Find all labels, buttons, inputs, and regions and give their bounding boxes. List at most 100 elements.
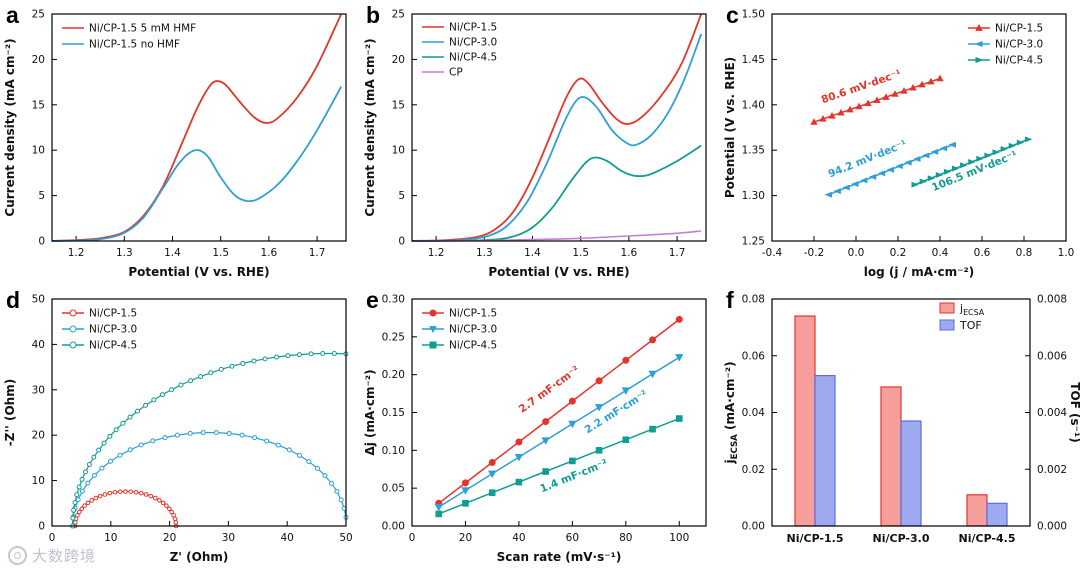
- svg-text:Ni/CP-1.5: Ni/CP-1.5: [787, 532, 844, 545]
- svg-text:-0.4: -0.4: [762, 247, 783, 259]
- svg-text:40: 40: [32, 339, 45, 351]
- svg-text:1.7: 1.7: [669, 247, 686, 259]
- series: [434, 354, 684, 512]
- svg-text:1.4: 1.4: [524, 247, 541, 259]
- tick-labels: -0.4 -0.2 0.0 0.2 0.4 0.6 0.8 1.0 1.25 1.30 1.35 1.…: [742, 9, 1075, 260]
- panel-label-f: f: [726, 287, 734, 313]
- svg-text:0.00: 0.00: [742, 521, 765, 533]
- svg-text:0.10: 0.10: [382, 445, 405, 457]
- svg-text:15: 15: [392, 99, 405, 111]
- svg-text:Ni/CP-4.5: Ni/CP-4.5: [995, 55, 1043, 67]
- svg-text:2.2 mF·cm⁻²: 2.2 mF·cm⁻²: [583, 388, 650, 436]
- series: [435, 415, 683, 518]
- svg-text:jECSA​: jECSA​: [959, 302, 985, 317]
- svg-text:0: 0: [38, 521, 45, 533]
- series: [824, 141, 956, 198]
- svg-text:Ni/CP-1.5: Ni/CP-1.5: [449, 308, 497, 320]
- bar: [966, 494, 988, 527]
- panel-label-d: d: [6, 287, 21, 313]
- svg-text:TOF: TOF: [959, 319, 982, 332]
- svg-text:94.2 mV·dec⁻¹: 94.2 mV·dec⁻¹: [826, 138, 908, 181]
- svg-text:-Z'' (Ohm): -Z'' (Ohm): [3, 379, 17, 446]
- svg-text:25: 25: [32, 9, 45, 21]
- svg-text:1.3: 1.3: [476, 247, 493, 259]
- series: [72, 489, 179, 529]
- tick-labels: 0.00 0.02 0.04 0.06 0.08 0.000 0.002 0.004 0.006…: [742, 294, 1068, 546]
- svg-text:1.5: 1.5: [212, 247, 229, 259]
- svg-text:0.06: 0.06: [742, 350, 766, 362]
- svg-text:1.30: 1.30: [742, 190, 765, 202]
- chart-f-jecsa-tof-bars: 0.00 0.02 0.04 0.06 0.08 0.000 0.002 0.004 0.006…: [723, 294, 1080, 546]
- svg-text:80: 80: [619, 532, 632, 544]
- svg-text:0: 0: [49, 532, 56, 544]
- panel-d: d 0 10 20 30 40 50 0 10 20 30 40 50 Ni/CP-1.5 Ni/CP-3…: [0, 285, 360, 570]
- svg-text:1.5: 1.5: [572, 247, 589, 259]
- panel-b: b 1.2 1.3 1.4 1.5 1.6 1.7 0 5 10 15 20 25 Ni/CP-1.5 N…: [360, 0, 720, 285]
- svg-text:10: 10: [32, 145, 45, 157]
- svg-text:0.4: 0.4: [932, 247, 949, 259]
- panel-label-e: e: [366, 287, 379, 313]
- svg-text:0.000: 0.000: [1037, 521, 1067, 533]
- chart-a-lsv-hmf: 1.2 1.3 1.4 1.5 1.6 1.7 0 5 10 15 20 25 Ni/CP-1.5 5 …: [3, 9, 347, 279]
- bar: [880, 386, 902, 527]
- svg-text:Ni/CP-3.0: Ni/CP-3.0: [449, 37, 497, 49]
- svg-text:15: 15: [32, 99, 45, 111]
- svg-text:0.20: 0.20: [382, 369, 405, 381]
- svg-text:80.6 mV·dec⁻¹: 80.6 mV·dec⁻¹: [820, 68, 903, 107]
- svg-text:10: 10: [392, 145, 405, 157]
- legend: Ni/CP-1.5 Ni/CP-3.0 Ni/CP-4.5: [422, 308, 497, 352]
- svg-text:0.2: 0.2: [890, 247, 907, 259]
- tick-labels: 0 10 20 30 40 50 0 10 20 30 40 50: [32, 294, 353, 545]
- legend: Ni/CP-1.5 5 mM HMF Ni/CP-1.5 no HMF: [62, 23, 196, 51]
- svg-text:1.40: 1.40: [742, 99, 765, 111]
- svg-text:1.35: 1.35: [742, 145, 765, 157]
- svg-text:40: 40: [512, 532, 525, 544]
- svg-text:30: 30: [32, 384, 45, 396]
- svg-text:Ni/CP-1.5 5 mM HMF: Ni/CP-1.5 5 mM HMF: [89, 23, 196, 35]
- legend: Ni/CP-1.5 Ni/CP-3.0 Ni/CP-4.5: [968, 23, 1043, 67]
- panel-label-b: b: [366, 2, 381, 28]
- svg-text:0.02: 0.02: [742, 464, 765, 476]
- svg-text:jECSA​ (mA·cm⁻²): jECSA​ (mA·cm⁻²): [723, 361, 740, 464]
- svg-text:0.6: 0.6: [974, 247, 991, 259]
- svg-text:CP: CP: [449, 67, 463, 79]
- svg-text:Current density (mA cm⁻²): Current density (mA cm⁻²): [363, 38, 377, 216]
- series: [810, 74, 944, 125]
- svg-text:0.00: 0.00: [382, 521, 405, 533]
- panel-e: e 0 20 40 60 80 100 0.00 0.05 0.10 0.15 0.20 0.25 0.…: [360, 285, 720, 570]
- svg-text:0: 0: [409, 532, 416, 544]
- series: [911, 136, 1033, 188]
- svg-text:1.0: 1.0: [1058, 247, 1075, 259]
- svg-text:Ni/CP-3.0: Ni/CP-3.0: [449, 324, 497, 336]
- watermark: 大数跨境: [8, 545, 96, 566]
- svg-text:Δj (mA·cm⁻²): Δj (mA·cm⁻²): [363, 369, 377, 455]
- panel-f: f 0.00 0.02 0.04 0.06 0.08 0.000 0.002 0.004 0.0…: [720, 285, 1080, 570]
- svg-text:Ni/CP-4.5: Ni/CP-4.5: [449, 52, 497, 64]
- legend: jECSA​ TOF: [939, 302, 985, 332]
- panel-a: a 1.2 1.3 1.4 1.5 1.6 1.7 0 5 10 15 20 25 Ni/CP-1.5 …: [0, 0, 360, 285]
- svg-text:Ni/CP-4.5: Ni/CP-4.5: [449, 340, 497, 352]
- panel-label-a: a: [6, 2, 19, 28]
- bar: [986, 502, 1008, 527]
- svg-text:Ni/CP-1.5: Ni/CP-1.5: [995, 23, 1043, 35]
- svg-text:50: 50: [32, 294, 45, 306]
- svg-text:Scan rate (mV·s⁻¹): Scan rate (mV·s⁻¹): [497, 550, 622, 564]
- svg-text:25: 25: [392, 9, 405, 21]
- svg-text:0.08: 0.08: [742, 294, 765, 306]
- svg-text:20: 20: [392, 54, 405, 66]
- svg-text:0: 0: [38, 236, 45, 248]
- svg-text:log (j / mA·cm⁻²): log (j / mA·cm⁻²): [864, 265, 975, 279]
- tick-labels: 1.2 1.3 1.4 1.5 1.6 1.7 0 5 10 15 20 25: [32, 9, 326, 260]
- svg-text:1.6: 1.6: [621, 247, 638, 259]
- svg-text:0.0: 0.0: [848, 247, 865, 259]
- svg-text:Ni/CP-3.0: Ni/CP-3.0: [995, 39, 1043, 51]
- chart-e-cdl: 0 20 40 60 80 100 0.00 0.05 0.10 0.15 0.20 0.25 0.30…: [363, 294, 707, 564]
- chart-d-nyquist: 0 10 20 30 40 50 0 10 20 30 40 50 Ni/CP-1.5 Ni/CP-3.0…: [3, 294, 353, 565]
- svg-text:0.008: 0.008: [1037, 294, 1067, 306]
- svg-text:30: 30: [222, 532, 235, 544]
- series: [51, 86, 342, 242]
- svg-text:Ni/CP-1.5: Ni/CP-1.5: [449, 22, 497, 34]
- bars: [794, 315, 1008, 527]
- svg-text:5: 5: [398, 190, 405, 202]
